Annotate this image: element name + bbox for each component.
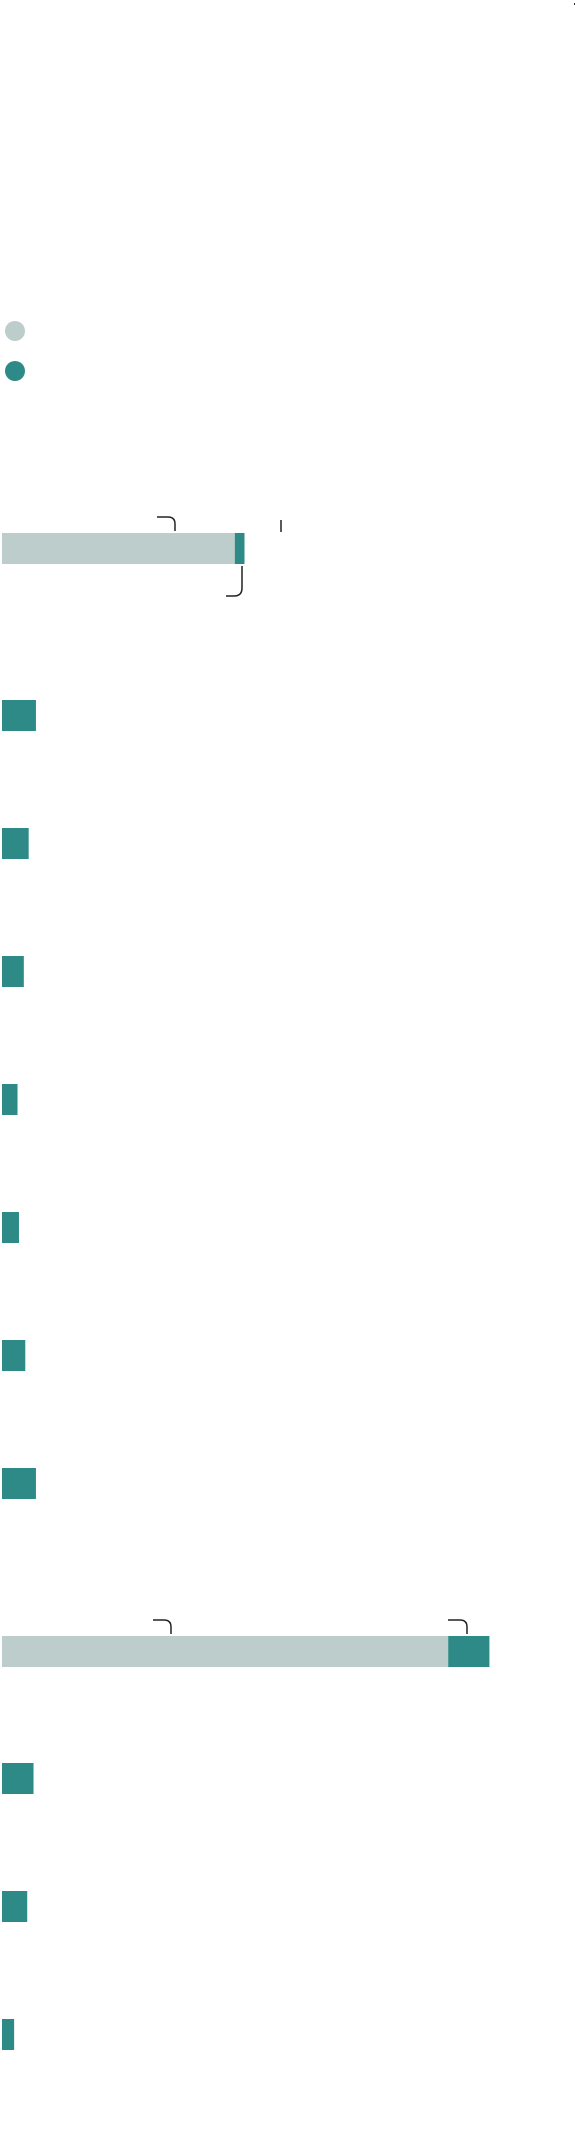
bar-group-4-3 (2, 2019, 15, 2050)
annotation-bracket-1 (157, 516, 176, 531)
bar-group-2-4 (2, 1084, 18, 1115)
bar-group-4-2 (2, 1891, 28, 1922)
legend (5, 321, 25, 381)
bar-group-2-2 (2, 828, 29, 859)
bar-group-2-6 (2, 1340, 26, 1371)
bar-group-2-7 (2, 1468, 36, 1499)
stacked-bar-2-light (2, 1636, 449, 1667)
bar-group-4-1 (2, 1763, 34, 1794)
annotation-bracket-2 (226, 566, 243, 597)
stacked-bar-1-light (2, 533, 235, 564)
stacked-bar-1-teal (234, 533, 245, 564)
annotation-bracket-4 (448, 1619, 468, 1634)
annotation-bracket-3 (153, 1619, 172, 1634)
bar-group-2-1 (2, 700, 36, 731)
annotations (153, 516, 468, 1634)
bars (2, 533, 490, 2050)
stacked-bar-2-teal (448, 1636, 490, 1667)
legend-marker-2 (5, 361, 25, 381)
legend-marker-1 (5, 321, 25, 341)
bar-group-2-3 (2, 956, 24, 987)
bar-group-2-5 (2, 1212, 19, 1243)
corner-mark (574, 3, 575, 5)
